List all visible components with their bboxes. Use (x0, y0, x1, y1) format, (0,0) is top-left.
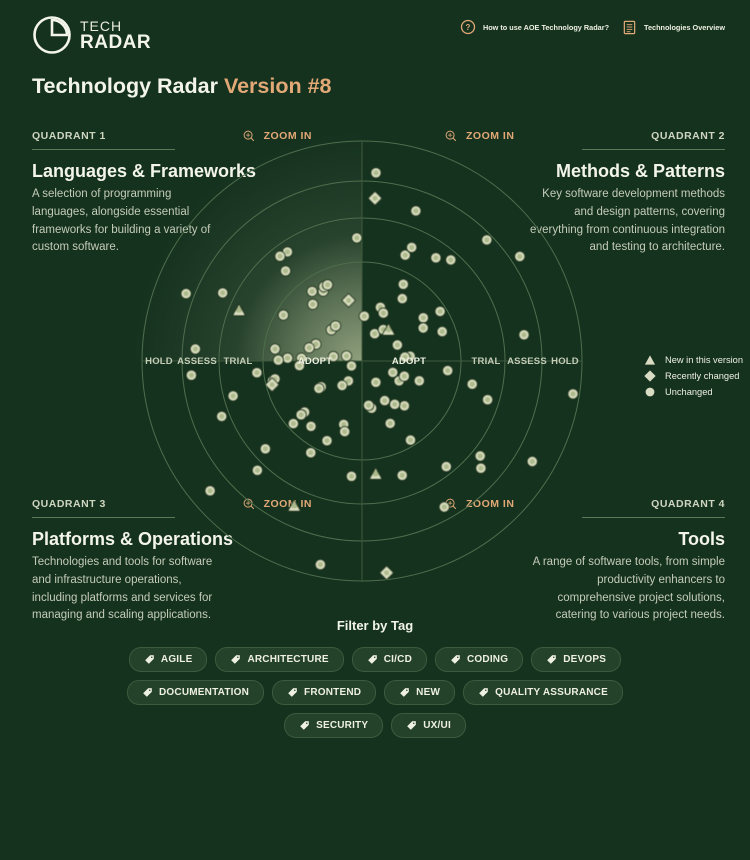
svg-text:TRIAL: TRIAL (472, 356, 501, 367)
svg-text:?: ? (465, 23, 470, 32)
svg-text:TRIAL: TRIAL (224, 356, 253, 367)
svg-text:ASSESS: ASSESS (507, 356, 547, 367)
svg-text:ASSESS: ASSESS (177, 356, 217, 367)
svg-text:ADOPT: ADOPT (298, 356, 332, 367)
svg-text:ADOPT: ADOPT (392, 356, 426, 367)
svg-text:HOLD: HOLD (145, 356, 173, 367)
svg-text:HOLD: HOLD (551, 356, 579, 367)
